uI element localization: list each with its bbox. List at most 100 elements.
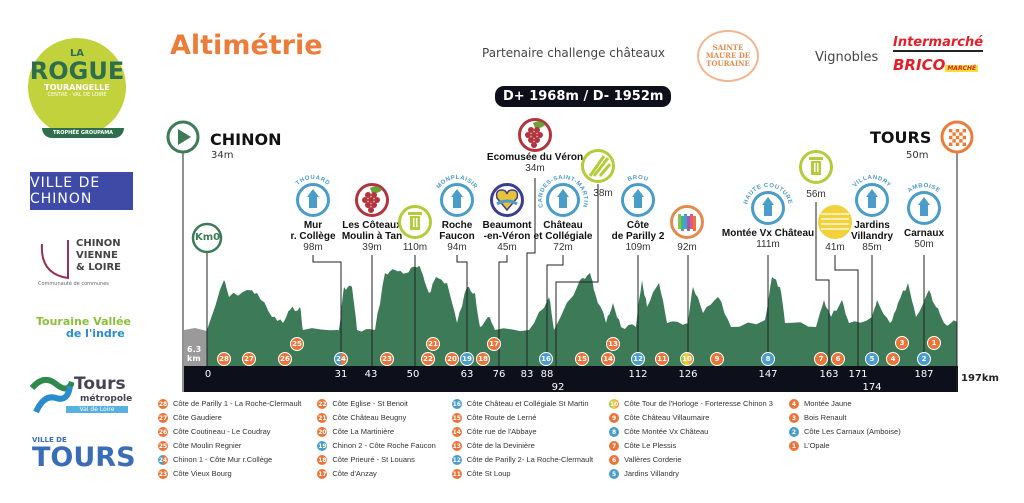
vt-line-1: VILLE DE	[32, 436, 67, 444]
poi-altitude: 109m	[625, 242, 651, 253]
climb-marker: 20	[445, 352, 459, 366]
trash-bin-icon	[799, 150, 833, 184]
legend-label: Côte St Loup	[466, 469, 511, 478]
legend-item: 13 Côte de la Devinière	[451, 441, 535, 451]
neutral-distance-label: 6.3 km	[187, 345, 202, 363]
legend-badge: 1	[788, 441, 799, 451]
fork-knife-icon	[581, 149, 615, 183]
legend-badge: 14	[451, 427, 462, 437]
legend-label: Chinon 2 - Côte Roche Faucon	[332, 441, 436, 450]
legend-badge: 3	[788, 413, 799, 423]
legend-item: 9 Côte Château Villaumaire	[609, 413, 709, 423]
cvl-line: & LOIRE	[76, 262, 121, 273]
grapes-icon	[355, 183, 389, 217]
climb-marker: 9	[710, 352, 724, 366]
checkered-flag-icon	[949, 129, 966, 146]
km-end-label: 197km	[961, 373, 999, 384]
trash-bin-icon	[398, 205, 432, 239]
climb-marker: 5	[865, 352, 879, 366]
climb-marker: 13	[606, 337, 620, 351]
tours-metropole-logo: Tours métropole Val de Loire	[30, 374, 132, 418]
km-tick-label: 31	[334, 369, 348, 380]
km-tick-label: 126	[678, 369, 698, 380]
checker-square	[952, 139, 956, 143]
start-city: CHINON	[210, 130, 282, 149]
legend-label: Côte Montée Vx Château	[624, 427, 709, 436]
rogue-tourangelle-logo: LA ROGUE TOURANGELLE CENTRE · VAL DE LOI…	[28, 38, 126, 138]
partner-label: Partenaire challenge châteaux	[482, 46, 665, 60]
poi-altitude: 98m	[303, 242, 323, 253]
vt-line-2: TOURS	[32, 442, 136, 473]
intermarche-logo: Intermarché	[893, 35, 984, 52]
climb-marker: 11	[655, 352, 669, 366]
play-icon	[178, 129, 191, 145]
legend-item: 18 Côte Prieuré - St Louans	[317, 455, 415, 465]
leader-line	[546, 255, 564, 366]
legend-item: 14 Côte rue de l'Abbaye	[451, 427, 537, 437]
checker-square	[949, 135, 953, 140]
climb-marker: 15	[575, 352, 589, 366]
legend-badge: 15	[451, 413, 462, 423]
legend-label: Côte Gaudiere	[173, 413, 222, 422]
start-altitude: 34m	[211, 150, 234, 161]
checker-square	[955, 129, 960, 133]
checker-square	[962, 135, 966, 140]
sainte-maure-logo: SAINTE MAURE DE TOURAINE	[697, 30, 759, 82]
ville-de-tours-logo: VILLE DE TOURS	[32, 436, 136, 472]
legend-label: Montée Jaune	[803, 399, 852, 408]
checker-square	[949, 142, 953, 146]
heart-logo-icon	[490, 183, 524, 217]
km-tick-label: 43	[364, 369, 378, 380]
checker-square	[959, 139, 963, 143]
leader-line	[815, 202, 830, 366]
touraine-vallee-indre-logo: Touraine Vallée de l'indre	[36, 316, 131, 340]
legend-badge: 25	[158, 441, 168, 451]
poi-name: Jardins	[854, 220, 890, 231]
checker-square	[955, 142, 960, 146]
castle-tower-icon: AMBOISE	[907, 183, 941, 225]
legend-label: Côte d'Anzay	[332, 469, 377, 478]
tm-line-1: Tours	[74, 374, 126, 394]
legend-item: 17 Côte d'Anzay	[317, 469, 377, 479]
km0-label: Km0	[195, 232, 221, 243]
checker-square	[955, 135, 960, 140]
page-title: Altimétrie	[170, 30, 323, 61]
poi-name: Ecomusée du Véron	[486, 152, 584, 163]
legend-label: Côte Le Plessis	[624, 441, 677, 450]
legend-item: 26 Côte Coutineau - Le Coudray	[158, 427, 271, 437]
legend-badge: 7	[609, 441, 620, 451]
km-tick-label: 147	[758, 369, 778, 380]
km-tick-label: 63	[460, 369, 474, 380]
climb-marker: 14	[601, 352, 615, 366]
legend-item: 21 Côte Château Beugny	[317, 413, 406, 423]
poi-name: Côte	[626, 220, 650, 231]
climb-marker: 25	[290, 337, 304, 351]
climb-marker: 6	[831, 352, 845, 366]
poi-altitude: 39m	[362, 242, 382, 253]
legend-item: 19 Chinon 2 - Côte Roche Faucon	[317, 441, 436, 451]
logo-rogue: ROGUE	[29, 57, 125, 85]
legend-label: Jardins Villandry	[624, 469, 679, 478]
legend-badge: 20	[317, 427, 328, 437]
legend-label: Côte Prieuré - St Louans	[332, 455, 415, 464]
poi-arc-label-text: AMBOISE	[907, 183, 940, 194]
legend-badge: 9	[609, 413, 620, 423]
legend-badge: 27	[158, 413, 168, 423]
legend-label: Côte Moulin Regnier	[173, 441, 242, 450]
legend-item: 20 Côte La Martinière	[317, 427, 394, 437]
finish-altitude: 50m	[906, 150, 929, 161]
legend-item: 10 Côte Tour de l'Horloge - Forteresse Ch…	[609, 399, 773, 409]
cvl-text: CHINON VIENNE & LOIRE	[76, 238, 121, 274]
poi-name: r. Collège	[290, 231, 336, 242]
poi-arc-label: BROU	[627, 175, 649, 183]
legend-label: Chinon 1 - Côte Mur r.Collège	[173, 455, 273, 464]
climb-marker: 7	[814, 352, 828, 366]
km-tick-label: 174	[862, 382, 882, 393]
legend-label: Côte de la Devinière	[466, 441, 535, 450]
brico-marche-logo: BRICO MARCHÉ	[893, 56, 979, 74]
legend-badge: 26	[158, 427, 168, 437]
poi-name: Villandry	[850, 231, 894, 242]
climb-marker: 23	[380, 352, 394, 366]
poi-name: Montée Vx Château	[721, 228, 815, 239]
